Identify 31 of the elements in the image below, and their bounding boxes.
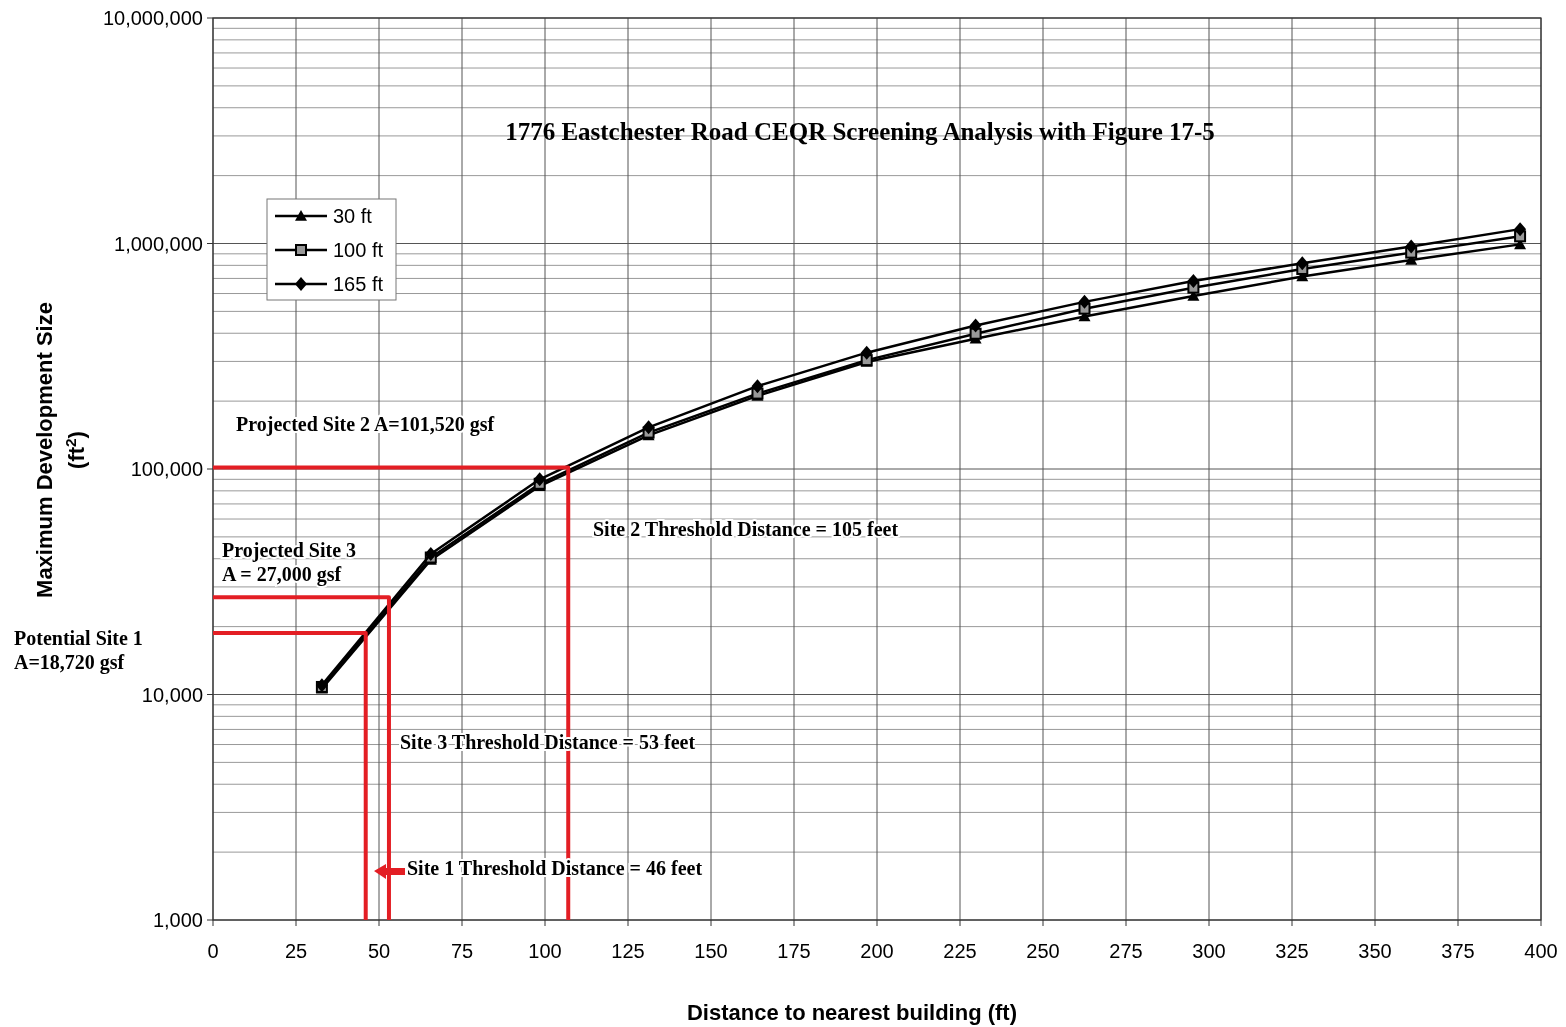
- x-tick-label: 225: [943, 940, 977, 962]
- x-tick-label: 0: [207, 940, 219, 962]
- legend-label: 30 ft: [333, 205, 373, 227]
- x-tick-label: 125: [611, 940, 645, 962]
- x-tick-label: 375: [1441, 940, 1475, 962]
- x-tick-label: 25: [284, 940, 308, 962]
- legend-label: 100 ft: [333, 239, 384, 261]
- x-tick-label: 275: [1109, 940, 1143, 962]
- x-tick-label: 100: [528, 940, 562, 962]
- text: Potential Site 1 A=18,720 gsf: [14, 627, 143, 674]
- x-tick-label: 325: [1275, 940, 1309, 962]
- x-tick-label: 150: [694, 940, 728, 962]
- y-tick-label: 10,000,000: [102, 7, 203, 29]
- x-axis-title: Distance to nearest building (ft): [686, 1000, 1018, 1025]
- x-tick-label: 300: [1192, 940, 1226, 962]
- y-tick-label: 1,000,000: [114, 232, 203, 255]
- legend-label: 165 ft: [333, 273, 384, 295]
- annotation: Site 2 Threshold Distance = 105 feet: [593, 518, 899, 540]
- x-tick-label: 175: [777, 940, 811, 962]
- y-tick-label: 10,000: [141, 683, 203, 706]
- x-tick-label: 200: [860, 940, 894, 962]
- x-tick-label: 400: [1524, 940, 1558, 962]
- x-tick-label: 50: [367, 940, 391, 962]
- annotation: Projected Site 3 A = 27,000 gsf: [222, 539, 357, 586]
- x-tick-label: 250: [1026, 940, 1060, 962]
- x-tick-label: 350: [1358, 940, 1392, 962]
- y-tick-label: 1,000: [152, 909, 203, 931]
- y-tick-label: 100,000: [130, 458, 203, 480]
- x-tick-label: 75: [450, 940, 474, 962]
- annotation: Projected Site 2 A=101,520 gsf: [236, 413, 495, 436]
- text: 1776 Eastchester Road CEQR Screening Analysis with Figure 17-5: [505, 118, 1215, 145]
